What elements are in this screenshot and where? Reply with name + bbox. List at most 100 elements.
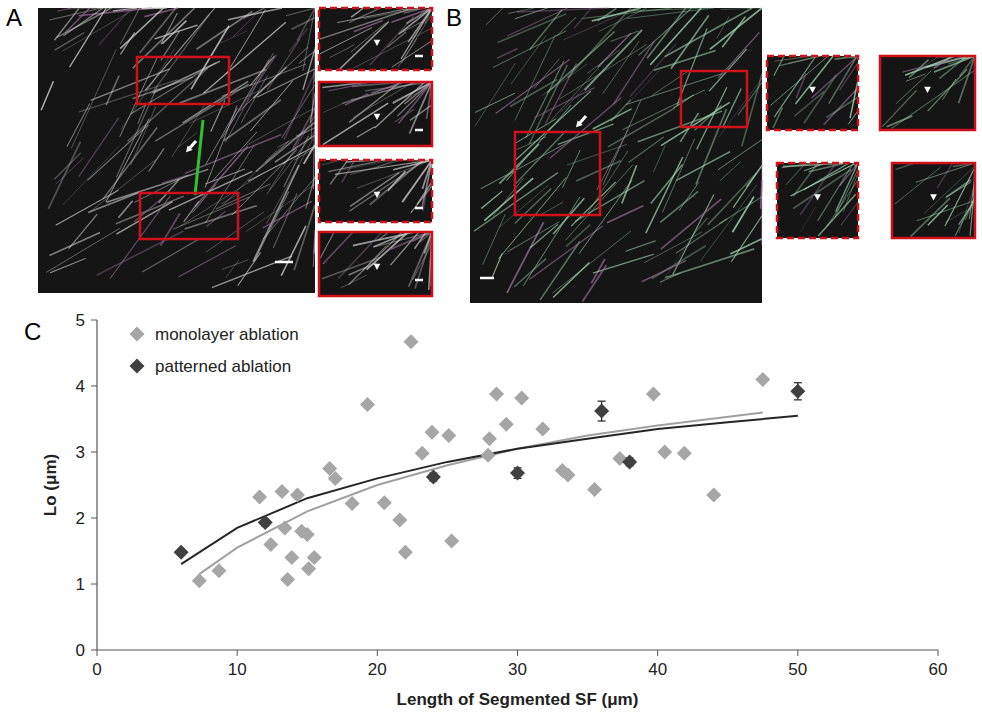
- fiber: [773, 108, 782, 129]
- fiber: [306, 177, 315, 209]
- fiber: [905, 56, 955, 75]
- fiber: [515, 8, 548, 19]
- point: [706, 487, 721, 502]
- fiber: [256, 122, 315, 171]
- fiber: [552, 231, 631, 293]
- fiber: [422, 160, 432, 208]
- fiber: [530, 224, 558, 247]
- point: [275, 484, 290, 499]
- fiber: [103, 127, 157, 199]
- fiber: [342, 160, 355, 182]
- micrograph-bg: [38, 8, 315, 293]
- scale-bar: [415, 129, 423, 132]
- point: [377, 495, 392, 510]
- fiber: [791, 163, 857, 196]
- fiber: [57, 8, 71, 11]
- point: [403, 334, 418, 349]
- fiber: [794, 91, 824, 116]
- fiber: [311, 47, 315, 140]
- fiber: [222, 260, 248, 270]
- fiber: [281, 226, 306, 276]
- fiber: [563, 8, 635, 40]
- fiber: [90, 160, 156, 213]
- fiber: [41, 81, 53, 110]
- fiber: [774, 56, 816, 117]
- fiber: [310, 93, 315, 123]
- fiber: [351, 8, 363, 17]
- x-tick: [938, 650, 939, 656]
- fiber: [562, 150, 580, 188]
- point: [482, 431, 497, 446]
- point: [790, 384, 805, 399]
- micrograph: [319, 82, 432, 146]
- point: [499, 417, 514, 432]
- y-tick: [91, 320, 97, 321]
- fiber: [710, 8, 762, 49]
- fiber: [265, 141, 288, 162]
- fiber: [497, 49, 517, 59]
- point: [489, 386, 504, 401]
- micrograph: [767, 56, 858, 130]
- fiber: [304, 145, 315, 164]
- fiber: [247, 108, 315, 145]
- fiber: [722, 17, 745, 48]
- fiber: [500, 185, 548, 227]
- fiber: [946, 180, 971, 198]
- fiber: [946, 182, 971, 197]
- legend-marker: [130, 359, 145, 374]
- fiber: [328, 82, 371, 91]
- fiber: [161, 13, 177, 44]
- fiber: [282, 85, 315, 138]
- point: [392, 512, 407, 527]
- fiber: [579, 180, 632, 254]
- fiber: [843, 173, 858, 212]
- fiber: [613, 41, 654, 104]
- point: [622, 454, 637, 469]
- y-tick: [91, 584, 97, 585]
- fiber: [585, 30, 642, 90]
- fiber: [603, 41, 640, 94]
- fiber: [720, 162, 741, 181]
- fiber: [196, 11, 252, 49]
- micrograph-bg: [777, 163, 858, 238]
- point: [211, 563, 226, 578]
- point: [398, 545, 413, 560]
- fiber: [582, 265, 606, 301]
- fiber: [795, 56, 833, 104]
- fiber: [263, 201, 312, 228]
- fiber: [120, 8, 139, 44]
- y-tick-label: 3: [76, 443, 85, 462]
- point: [277, 520, 292, 535]
- fiber: [718, 140, 762, 170]
- fiber: [574, 8, 591, 28]
- fiber: [181, 175, 261, 226]
- fiber: [224, 100, 281, 141]
- fiber: [593, 254, 654, 273]
- fiber: [177, 133, 197, 148]
- fiber: [774, 56, 784, 76]
- fiber: [960, 56, 975, 76]
- fiber: [253, 67, 286, 98]
- fiber: [738, 82, 762, 115]
- fiber: [610, 31, 638, 42]
- fiber: [357, 160, 432, 188]
- fiber: [353, 28, 432, 68]
- arrowhead: [924, 87, 931, 93]
- fiber: [63, 8, 103, 36]
- fiber: [374, 232, 432, 247]
- fiber: [917, 201, 975, 221]
- axes: 0123450102030405060Length of Segmented S…: [41, 311, 947, 709]
- panel-letter: A: [6, 4, 22, 31]
- fiber: [679, 182, 699, 211]
- ablated-fiber: [195, 120, 203, 195]
- fiber: [116, 202, 172, 234]
- fiber: [320, 8, 413, 39]
- micrograph-bg: [319, 232, 432, 296]
- fiber: [50, 258, 86, 272]
- x-axis-title: Length of Segmented SF (μm): [397, 690, 639, 709]
- fiber: [48, 142, 80, 209]
- fiber: [323, 232, 353, 264]
- fiber: [294, 205, 315, 270]
- fiber: [723, 89, 741, 126]
- fiber: [906, 74, 925, 81]
